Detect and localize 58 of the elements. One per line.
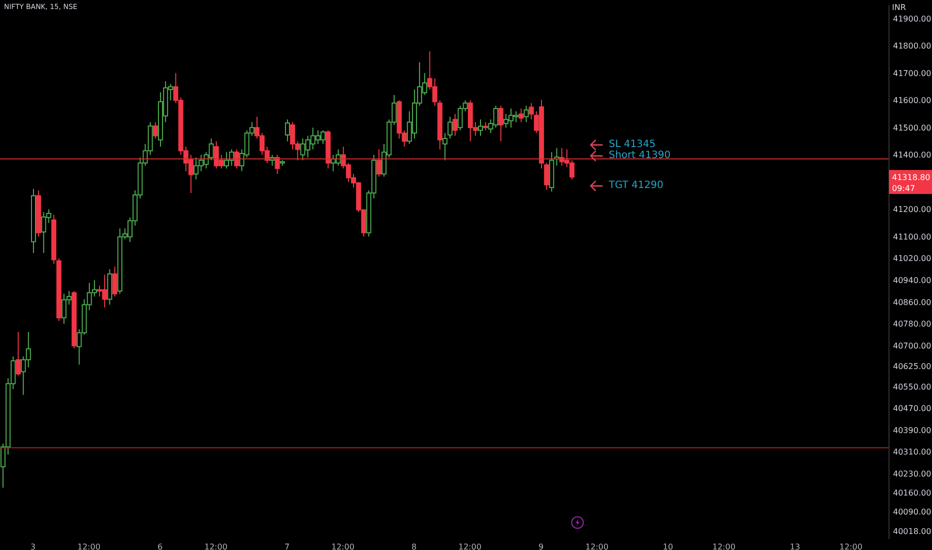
y-tick-label: 40625.00	[893, 362, 932, 371]
candlestick	[528, 102, 534, 120]
candlestick	[524, 105, 529, 123]
x-tick-label: 12:00	[585, 542, 608, 550]
y-tick-label: 40090.00	[893, 508, 932, 517]
x-tick-label: 12:00	[712, 542, 736, 550]
text: 41318.80	[892, 172, 930, 182]
x-tick-label: 8	[411, 542, 417, 550]
x-tick-label: 13	[790, 542, 800, 550]
y-tick-label: 40230.00	[893, 469, 932, 478]
candlestick	[442, 132, 448, 161]
x-tick-label: 9	[538, 542, 544, 550]
x-tick-label: 12:00	[204, 542, 228, 550]
y-tick-label: 41500.00	[893, 123, 932, 132]
y-tick-label: 41600.00	[893, 96, 932, 106]
y-tick-label: 40160.00	[893, 488, 932, 498]
candlestick	[478, 118, 484, 136]
y-tick-label: 41700.00	[893, 68, 932, 78]
x-tick-label: 12:00	[331, 542, 354, 550]
x-tick-label: 7	[284, 542, 290, 550]
annotation: Short 41390	[608, 150, 671, 161]
y-axis-title: INR	[892, 3, 906, 12]
annotation: SL 41345	[608, 138, 656, 150]
y-tick-label: 40700.00	[893, 341, 932, 350]
y-tick-label: 41400.00	[893, 150, 932, 160]
y-tick-label: 40470.00	[893, 404, 932, 414]
x-tick-label: 12:00	[77, 542, 100, 550]
candlestick	[152, 122, 158, 139]
y-tick-label: 41200.00	[893, 205, 932, 214]
text: 09:47	[892, 184, 916, 193]
y-tick-label: 41020.00	[893, 254, 932, 264]
candlestick	[284, 118, 290, 142]
x-tick-label: 6	[157, 542, 163, 550]
candlestick	[274, 154, 280, 174]
x-tick-label: 12:00	[458, 542, 482, 550]
x-tick-label: 3	[30, 542, 36, 550]
candlestick	[518, 108, 524, 123]
y-tick-label: 40310.00	[893, 448, 932, 457]
candlestick	[376, 148, 382, 178]
candlestick	[112, 266, 118, 298]
candlestick	[544, 162, 550, 190]
candlestick	[234, 148, 240, 169]
y-tick-label: 40940.00	[893, 276, 932, 286]
y-tick-label: 40860.00	[893, 298, 932, 307]
annotation: TGT 41290	[608, 180, 664, 191]
candlestick	[448, 116, 453, 139]
y-tick-label: 40390.00	[893, 426, 932, 435]
candlestick	[16, 331, 21, 376]
x-tick-label: 10	[662, 542, 674, 550]
y-tick-label: 41900.00	[893, 14, 932, 24]
candlestick	[498, 105, 504, 142]
y-tick-label: 41100.00	[893, 232, 932, 242]
y-tick-label: 40780.00	[893, 320, 932, 329]
y-tick-label: 40018.00	[893, 527, 932, 536]
x-tick-label: 12:00	[839, 542, 862, 550]
y-tick-label: 41800.00	[893, 42, 932, 51]
candlestick	[452, 113, 458, 136]
y-tick-label: 40550.00	[893, 382, 932, 392]
